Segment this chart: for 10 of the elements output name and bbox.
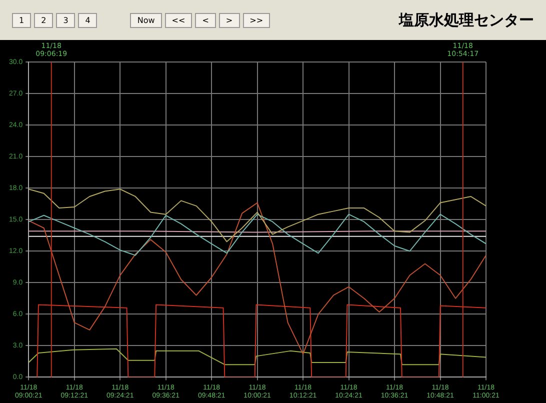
text: > <box>218 12 240 28</box>
chart-title: 塩原水処理センター <box>399 10 534 30</box>
text: 2 <box>34 12 54 28</box>
text: 4 <box>78 12 98 28</box>
text: 3 <box>56 12 76 28</box>
text: < <box>195 12 216 28</box>
text: 1 <box>12 12 32 28</box>
text: Now <box>130 12 162 28</box>
text: >> <box>242 12 270 28</box>
text: << <box>164 12 192 28</box>
